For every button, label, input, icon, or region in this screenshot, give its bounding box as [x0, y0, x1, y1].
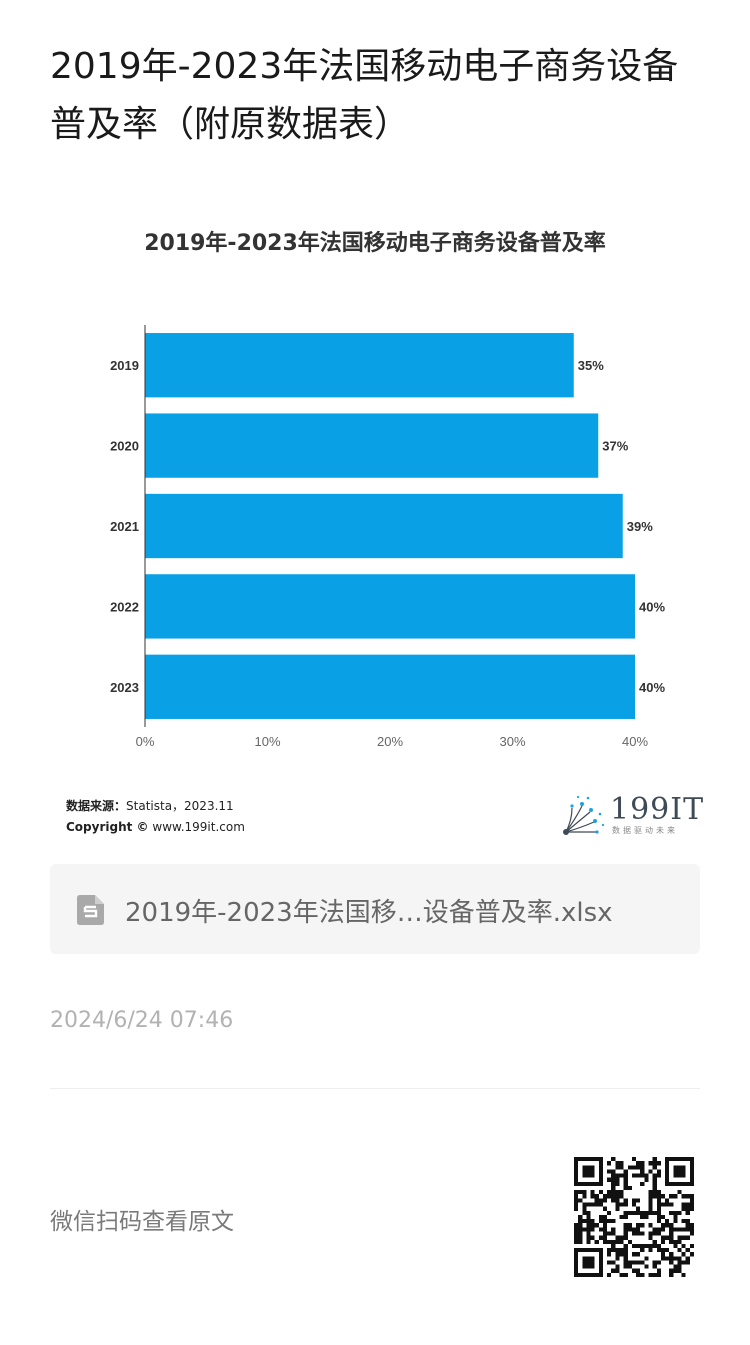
category-label-2021: 2021 — [110, 519, 139, 534]
copyright-text: www.199it.com — [152, 820, 245, 834]
article-title: 2019年-2023年法国移动电子商务设备普及率（附原数据表） — [50, 46, 679, 145]
brand-logo-text: 199IT — [610, 792, 705, 827]
dandelion-logo-icon — [563, 795, 605, 835]
x-tick-label: 10% — [254, 734, 280, 749]
brand-tagline: 数据驱动未来 — [612, 826, 678, 835]
qr-code-icon[interactable] — [574, 1157, 694, 1277]
attachment-file[interactable]: 2019年-2023年法国移…设备普及率.xlsx — [50, 864, 700, 954]
source-label: 数据来源： — [66, 799, 127, 813]
bar-2020 — [145, 413, 599, 478]
chart-title: 2019年-2023年法国移动电子商务设备普及率 — [144, 231, 606, 256]
spreadsheet-file-icon — [77, 895, 104, 925]
bar-chart: 2019 35% 2020 37% 2021 39% 2022 40% 2023 40% 0% 10%… — [110, 325, 665, 749]
copyright-label: Copyright © — [66, 820, 149, 834]
bar-2023 — [145, 654, 635, 719]
category-label-2023: 2023 — [110, 680, 139, 695]
data-label-2021: 39% — [627, 519, 653, 534]
data-label-2019: 35% — [578, 358, 604, 373]
x-tick-label: 40% — [622, 734, 648, 749]
data-label-2023: 40% — [639, 680, 665, 695]
category-label-2019: 2019 — [110, 358, 139, 373]
category-label-2020: 2020 — [110, 439, 139, 454]
data-source: 数据来源：Statista，2023.11 Copyright © www.19… — [66, 796, 245, 838]
attachment-file-name: 2019年-2023年法国移…设备普及率.xlsx — [125, 898, 613, 928]
bar-2022 — [145, 574, 635, 639]
x-tick-label: 0% — [136, 734, 155, 749]
divider — [50, 1088, 700, 1089]
x-tick-label: 30% — [499, 734, 525, 749]
category-label-2022: 2022 — [110, 599, 139, 614]
source-text: Statista，2023.11 — [126, 799, 234, 813]
chart-card: 2019年-2023年法国移动电子商务设备普及率 2019 35% 2020 37% 2… — [50, 205, 700, 845]
data-label-2020: 37% — [602, 439, 628, 454]
qr-hint-text: 微信扫码查看原文 — [50, 1209, 234, 1235]
x-tick-label: 20% — [377, 734, 403, 749]
brand-logo: 199IT 数据驱动未来 — [560, 792, 703, 838]
publish-timestamp: 2024/6/24 07:46 — [50, 1008, 234, 1033]
bar-2021 — [145, 493, 623, 559]
bar-2019 — [145, 333, 574, 398]
data-label-2022: 40% — [639, 599, 665, 614]
